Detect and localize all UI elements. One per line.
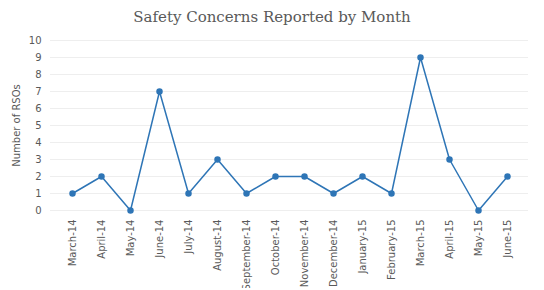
svg-text:August-14: August-14 xyxy=(212,220,223,271)
svg-text:6: 6 xyxy=(35,103,41,114)
html-text:Safety Concerns Reported by Mo: Safety Concerns Reported by Month xyxy=(133,8,411,26)
svg-text:May-14: May-14 xyxy=(125,220,136,257)
svg-text:2: 2 xyxy=(35,171,41,182)
svg-text:9: 9 xyxy=(35,52,41,63)
svg-text:December-14: December-14 xyxy=(328,220,339,288)
svg-text:September-14: September-14 xyxy=(241,220,252,289)
svg-text:November-14: November-14 xyxy=(299,220,310,288)
svg-text:May-15: May-15 xyxy=(473,220,484,257)
svg-text:February-15: February-15 xyxy=(386,220,397,280)
svg-text:8: 8 xyxy=(35,69,41,80)
svg-text:April-14: April-14 xyxy=(96,220,107,259)
svg-text:1: 1 xyxy=(35,188,41,199)
svg-text:3: 3 xyxy=(35,154,41,165)
svg-text:July-14: July-14 xyxy=(183,220,194,255)
svg-text:January-15: January-15 xyxy=(357,220,368,275)
svg-text:7: 7 xyxy=(35,86,41,97)
svg-text:March-15: March-15 xyxy=(415,220,426,267)
svg-text:4: 4 xyxy=(35,137,41,148)
svg-text:June-14: June-14 xyxy=(154,220,165,259)
svg-text:5: 5 xyxy=(35,120,41,131)
svg-text:April-15: April-15 xyxy=(444,220,455,259)
svg-text:Number of RSOs: Number of RSOs xyxy=(11,84,22,167)
svg-text:0: 0 xyxy=(35,205,41,216)
svg-text:10: 10 xyxy=(29,35,42,46)
svg-text:June-15: June-15 xyxy=(502,220,513,259)
svg-text:March-14: March-14 xyxy=(67,220,78,267)
svg-text:October-14: October-14 xyxy=(270,220,281,276)
